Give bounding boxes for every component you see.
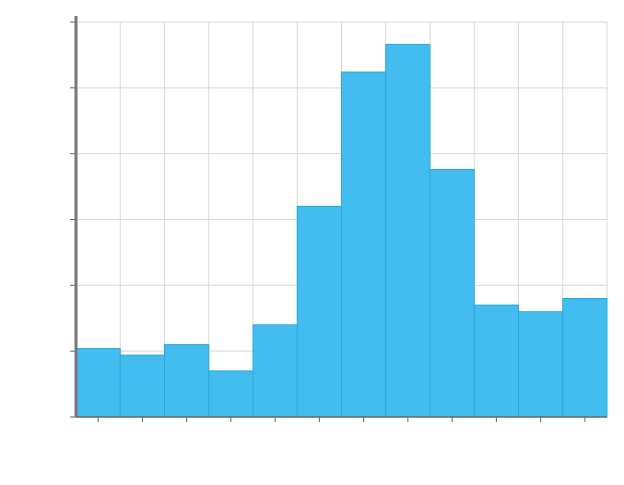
- histogram-bar: [341, 71, 387, 418]
- histogram-bar: [473, 304, 519, 418]
- histogram-bar: [208, 370, 254, 418]
- histogram-bar: [75, 348, 121, 418]
- histogram-bar: [429, 168, 475, 418]
- histogram-bar: [518, 311, 564, 418]
- histogram-bar: [252, 324, 298, 418]
- histogram-bar: [119, 354, 165, 418]
- histogram-bar: [296, 205, 342, 418]
- histogram-bar: [164, 344, 210, 418]
- histogram-bar: [562, 298, 608, 418]
- histogram-bar: [385, 43, 431, 418]
